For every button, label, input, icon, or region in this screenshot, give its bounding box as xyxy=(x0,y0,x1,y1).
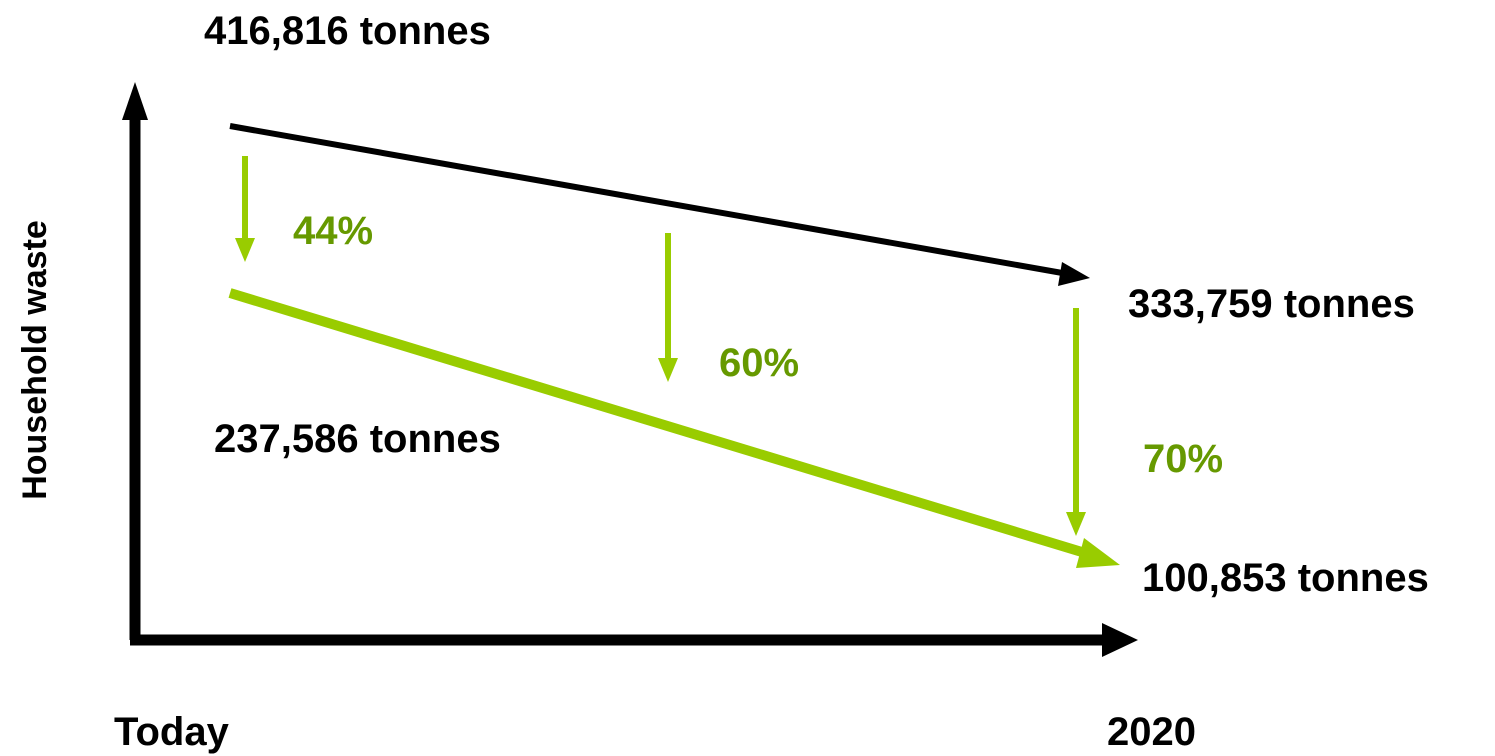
x-axis xyxy=(130,623,1138,657)
reduction-arrow-mid xyxy=(658,233,678,382)
x-axis-arrowhead-icon xyxy=(1102,623,1138,657)
value-label-waste-2020: 333,759 tonnes xyxy=(1128,282,1415,326)
reduction-arrow-2020 xyxy=(1066,308,1086,536)
value-label-waste-today: 416,816 tonnes xyxy=(204,9,491,53)
x-axis-label-today: Today xyxy=(114,710,230,754)
total-waste-arrowhead-icon xyxy=(1058,262,1090,286)
x-axis-label-2020: 2020 xyxy=(1107,710,1196,754)
target-waste-line xyxy=(228,288,1120,568)
y-axis xyxy=(122,82,148,640)
reduction-arrow-today xyxy=(235,156,255,262)
reduction-arrowhead-mid-icon xyxy=(658,358,678,382)
target-waste-arrowhead-icon xyxy=(1076,538,1120,568)
total-waste-line xyxy=(229,123,1090,286)
y-axis-arrowhead-icon xyxy=(122,82,148,120)
reduction-arrowhead-2020-icon xyxy=(1066,512,1086,536)
value-label-residual-today: 237,586 tonnes xyxy=(214,417,501,461)
percent-label-mid: 60% xyxy=(719,341,799,385)
value-label-residual-2020: 100,853 tonnes xyxy=(1142,556,1429,600)
percent-label-2020: 70% xyxy=(1143,437,1223,481)
reduction-arrowhead-today-icon xyxy=(235,238,255,262)
percent-label-today: 44% xyxy=(293,209,373,253)
y-axis-label: Household waste xyxy=(16,220,54,500)
